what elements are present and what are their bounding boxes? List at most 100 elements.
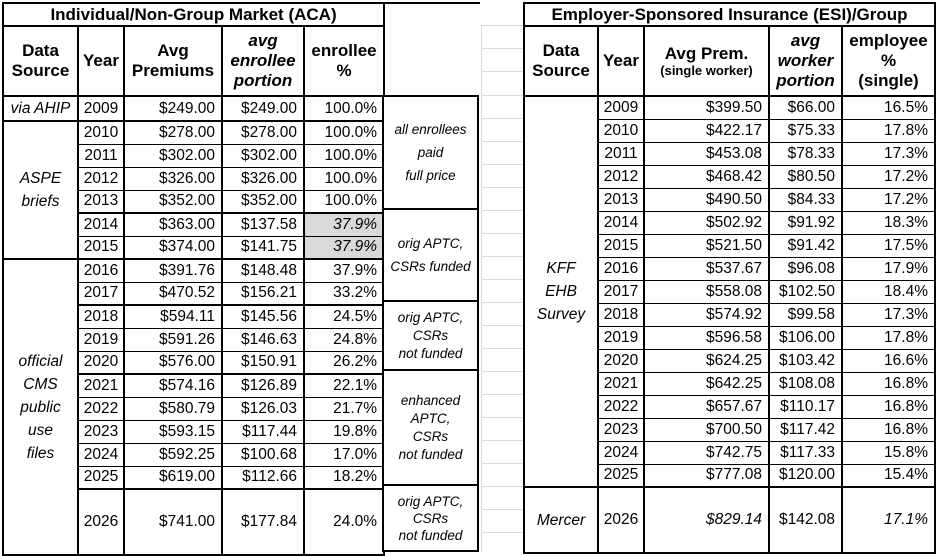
gridline <box>481 371 525 372</box>
pct-cell: 100.0% <box>302 95 386 122</box>
pct-cell: 100.0% <box>302 189 386 214</box>
left-table-title: Individual/Non-Group Market (ACA) <box>1 2 386 27</box>
year-cell: 2012 <box>597 164 645 189</box>
gridline <box>481 71 525 72</box>
gridline <box>481 463 525 464</box>
pct-cell: 18.3% <box>841 210 936 235</box>
pct-cell: 17.5% <box>841 233 936 258</box>
premium-cell: $619.00 <box>123 465 223 490</box>
gridline <box>481 210 525 211</box>
gridline <box>481 164 525 165</box>
premium-cell: $352.00 <box>123 189 223 214</box>
pct-cell: 37.9% <box>302 258 386 283</box>
gridline <box>481 532 525 533</box>
col-header-data-source: Data Source <box>2 25 79 97</box>
pct-cell: 33.2% <box>302 281 386 306</box>
table-row: 2012 $468.42 $80.50 17.2% <box>524 164 936 189</box>
col-header-enrollee-pct: enrollee % <box>302 25 386 97</box>
portion-cell: $141.75 <box>221 235 305 260</box>
annotation-box: orig APTC, CSRs not funded <box>382 300 479 371</box>
year-cell: 2019 <box>597 325 645 350</box>
portion-cell: $326.00 <box>221 166 305 191</box>
right-table-title: Employer-Sponsored Insurance (ESI)/Group <box>523 2 936 27</box>
year-cell: 2016 <box>77 258 125 283</box>
column-header-row: Data Source Year Avg Prem. (single worker… <box>523 25 936 97</box>
portion-cell: $177.84 <box>221 488 305 556</box>
annotation-box: enhanced APTC, CSRs not funded <box>382 369 479 486</box>
portion-cell: $137.58 <box>221 212 305 237</box>
premium-cell: $278.00 <box>123 120 223 145</box>
portion-cell: $91.42 <box>768 233 843 258</box>
portion-cell: $117.42 <box>768 417 843 442</box>
table-row: Mercer 2026 $829.14 $142.08 17.1% <box>523 486 936 554</box>
pct-cell: 16.6% <box>841 348 936 373</box>
gridline <box>481 325 525 326</box>
premium-cell: $249.00 <box>123 95 223 122</box>
year-cell: 2011 <box>597 141 645 166</box>
pct-cell: 17.8% <box>841 118 936 143</box>
data-source-cell: KFF EHB Survey <box>523 95 599 488</box>
gridline <box>481 118 525 119</box>
portion-cell: $99.58 <box>768 302 843 327</box>
gridline <box>481 348 525 349</box>
data-source-cell: ASPE briefs <box>2 120 79 260</box>
year-cell: 2021 <box>597 371 645 396</box>
premium-cell: $596.58 <box>643 325 770 350</box>
portion-cell: $145.56 <box>221 304 305 329</box>
gridline <box>481 417 525 418</box>
table-row: 2022 $657.67 $110.17 16.8% <box>524 394 936 419</box>
premium-cell: $399.50 <box>643 95 770 120</box>
pct-cell: 17.3% <box>841 302 936 327</box>
premium-cell: $642.25 <box>643 371 770 396</box>
table-row: 2017 $558.08 $102.50 18.4% <box>524 279 936 304</box>
portion-cell: $112.66 <box>221 465 305 490</box>
premium-cell: $391.76 <box>123 258 223 283</box>
year-cell: 2009 <box>597 95 645 120</box>
gridline <box>481 48 525 49</box>
year-cell: 2010 <box>597 118 645 143</box>
year-cell: 2022 <box>597 394 645 419</box>
year-cell: 2013 <box>597 187 645 212</box>
year-cell: 2025 <box>597 463 645 488</box>
year-cell: 2015 <box>597 233 645 258</box>
gridline <box>481 141 525 142</box>
col-header-year: Year <box>597 25 645 97</box>
premium-cell: $468.42 <box>643 164 770 189</box>
portion-cell: $278.00 <box>221 120 305 145</box>
gridline <box>481 25 525 26</box>
year-cell: 2026 <box>77 488 125 556</box>
pct-cell: 17.8% <box>841 325 936 350</box>
pct-cell: 15.4% <box>841 463 936 488</box>
portion-cell: $126.03 <box>221 396 305 421</box>
premium-cell: $657.67 <box>643 394 770 419</box>
year-cell: 2020 <box>597 348 645 373</box>
portion-cell: $108.08 <box>768 371 843 396</box>
premium-cell: $558.08 <box>643 279 770 304</box>
year-cell: 2016 <box>597 256 645 281</box>
table-row: 2015 $374.00 $141.75 37.9% <box>3 235 386 260</box>
premium-cell: $521.50 <box>643 233 770 258</box>
gridline <box>481 509 525 510</box>
pct-cell: 17.9% <box>841 256 936 281</box>
premium-cell: $576.00 <box>123 350 223 375</box>
single-worker-label: (single worker) <box>660 63 753 78</box>
year-cell: 2026 <box>597 486 645 554</box>
premium-cell: $777.08 <box>643 463 770 488</box>
premium-cell: $741.00 <box>123 488 223 556</box>
annotation-box: orig APTC, CSRs not funded <box>382 484 479 552</box>
col-header-avg-worker-portion: avg worker portion <box>768 25 843 97</box>
individual-market-table: Individual/Non-Group Market (ACA) Data S… <box>1 2 386 556</box>
premium-cell: $537.67 <box>643 256 770 281</box>
pct-cell: 24.5% <box>302 304 386 329</box>
pct-cell: 17.3% <box>841 141 936 166</box>
portion-cell: $100.68 <box>221 442 305 467</box>
year-cell: 2018 <box>597 302 645 327</box>
pct-cell: 21.7% <box>302 396 386 421</box>
table-row: KFF EHB Survey 2009 $399.50 $66.00 16.5% <box>523 95 936 488</box>
premium-cell: $742.75 <box>643 440 770 465</box>
table-row: via AHIP 2009 $249.00 $249.00 100.0% <box>2 95 386 122</box>
gridline-vertical <box>481 25 482 552</box>
portion-cell: $156.21 <box>221 281 305 306</box>
year-cell: 2015 <box>77 235 125 260</box>
data-source-cell: official CMS public use files <box>2 258 79 556</box>
